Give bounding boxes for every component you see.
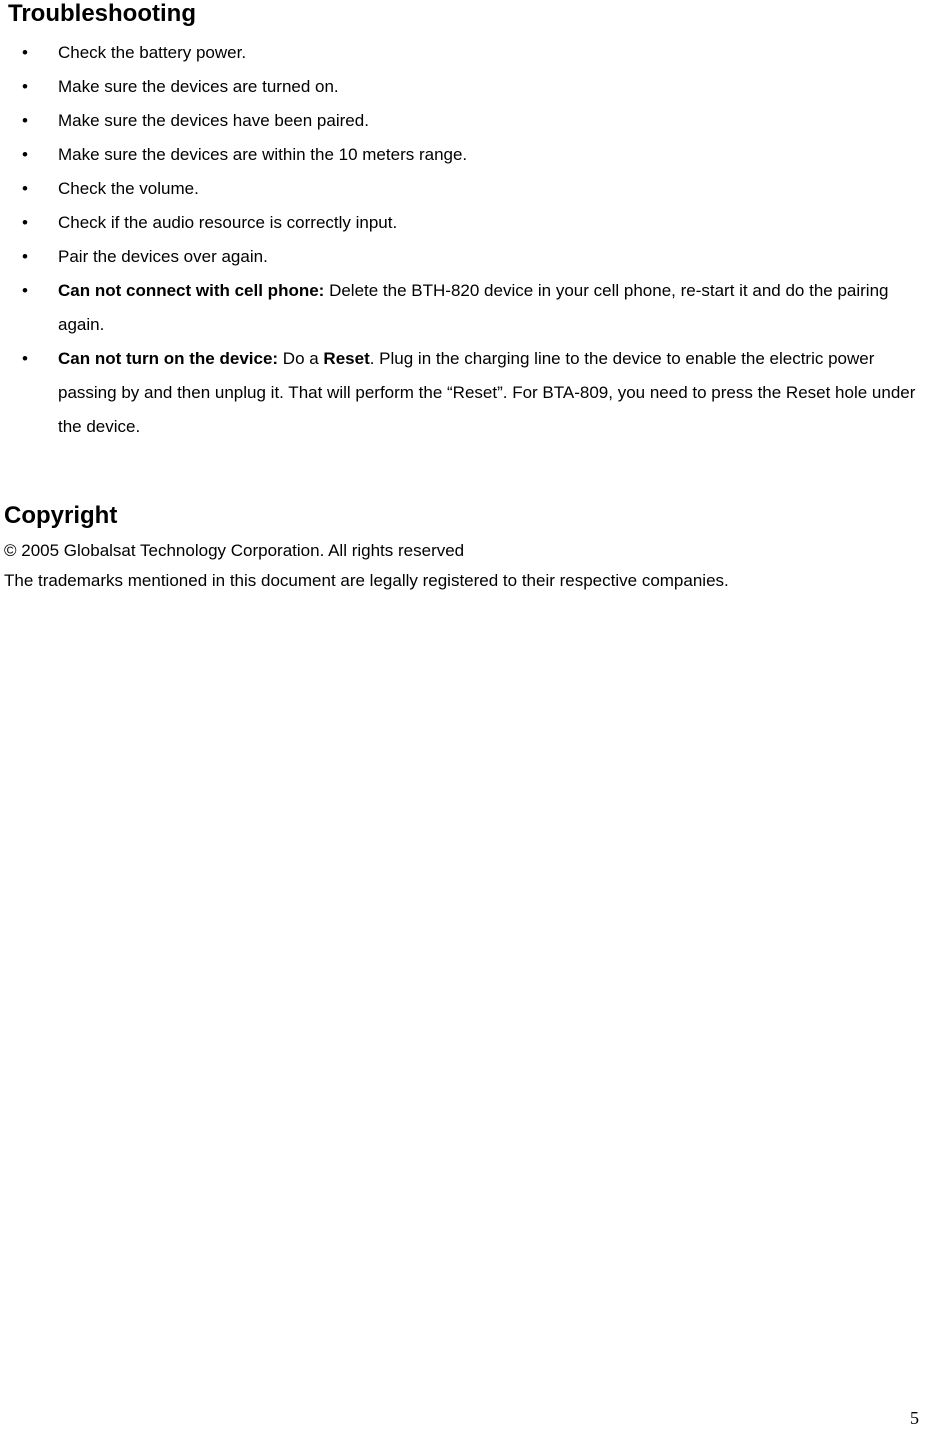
troubleshooting-list: Check the battery power. Make sure the d… xyxy=(8,36,929,444)
troubleshooting-heading: Troubleshooting xyxy=(8,0,929,28)
list-item: Can not connect with cell phone: Delete … xyxy=(34,274,929,342)
list-item-lead: Can not turn on the device: xyxy=(58,349,278,368)
copyright-heading: Copyright xyxy=(4,502,929,530)
list-item: Make sure the devices are turned on. xyxy=(34,70,929,104)
copyright-line: © 2005 Globalsat Technology Corporation.… xyxy=(4,536,929,566)
list-item-bold: Reset xyxy=(323,349,369,368)
list-item: Make sure the devices are within the 10 … xyxy=(34,138,929,172)
list-item-text: Do a xyxy=(278,349,323,368)
list-item: Make sure the devices have been paired. xyxy=(34,104,929,138)
page-number: 5 xyxy=(910,1408,919,1429)
list-item: Can not turn on the device: Do a Reset. … xyxy=(34,342,929,444)
list-item: Check the volume. xyxy=(34,172,929,206)
list-item: Check if the audio resource is correctly… xyxy=(34,206,929,240)
list-item: Check the battery power. xyxy=(34,36,929,70)
list-item-lead: Can not connect with cell phone: xyxy=(58,281,324,300)
copyright-line: The trademarks mentioned in this documen… xyxy=(4,566,929,596)
list-item: Pair the devices over again. xyxy=(34,240,929,274)
